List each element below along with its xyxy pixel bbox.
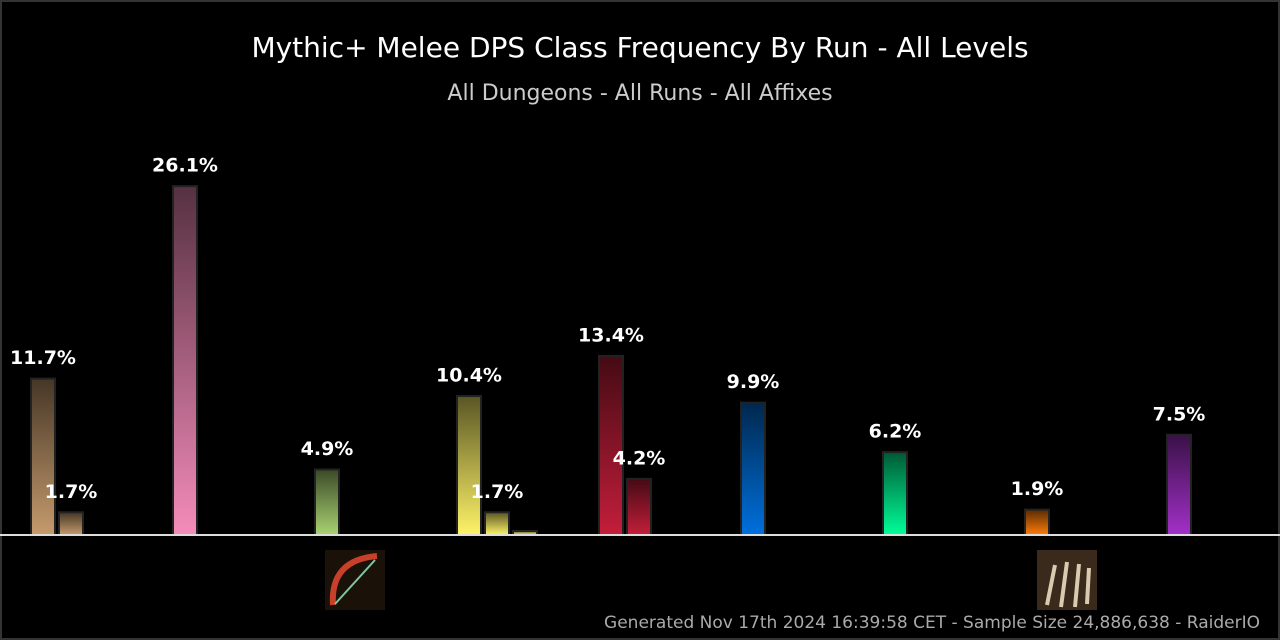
value-label: 1.9% xyxy=(1011,478,1064,500)
bar xyxy=(484,511,510,537)
bar xyxy=(172,185,198,536)
chart-subtitle: All Dungeons - All Runs - All Affixes xyxy=(447,81,832,106)
bar xyxy=(626,477,652,536)
value-label: 1.7% xyxy=(471,481,524,503)
value-label: 13.4% xyxy=(578,324,644,346)
value-label: 26.1% xyxy=(152,155,218,177)
hunter-icon xyxy=(325,550,385,610)
value-label: 6.2% xyxy=(869,421,922,443)
bar xyxy=(456,394,482,536)
value-label: 10.4% xyxy=(436,364,502,386)
bar xyxy=(1024,508,1050,536)
bar xyxy=(314,468,340,536)
bar xyxy=(882,451,908,537)
bar xyxy=(598,354,624,536)
value-label: 4.2% xyxy=(613,447,666,469)
value-label: 9.9% xyxy=(727,371,780,393)
chart-title: Mythic+ Melee DPS Class Frequency By Run… xyxy=(251,31,1028,64)
value-label: 4.9% xyxy=(301,438,354,460)
druid-icon xyxy=(1037,550,1097,610)
bar xyxy=(30,377,56,536)
bar xyxy=(740,401,766,537)
value-label: 11.7% xyxy=(10,347,76,369)
value-label: 1.7% xyxy=(45,481,98,503)
footer: Generated Nov 17th 2024 16:39:58 CET - S… xyxy=(604,613,1260,633)
value-label: 7.5% xyxy=(1153,403,1206,425)
bar xyxy=(58,511,84,537)
bar xyxy=(1166,433,1192,536)
